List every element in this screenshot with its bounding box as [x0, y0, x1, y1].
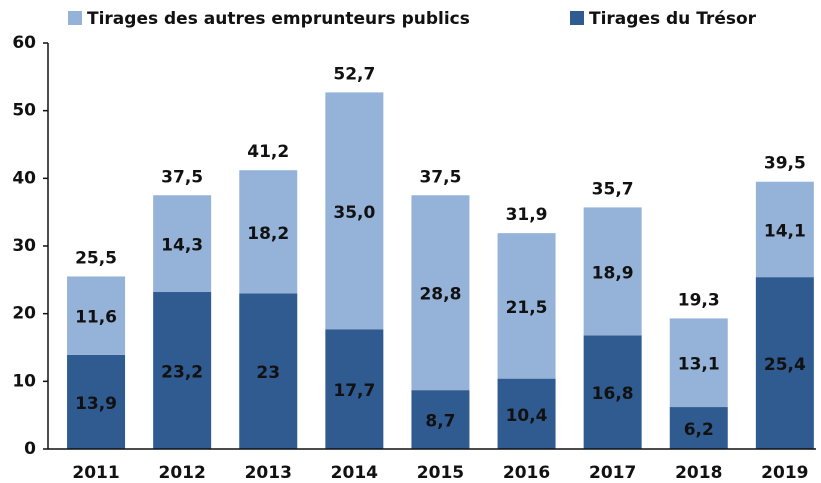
y-tick-label: 60 [12, 33, 36, 53]
total-label: 52,7 [333, 64, 375, 84]
total-label: 41,2 [247, 142, 289, 162]
x-tick-label: 2015 [417, 463, 464, 483]
y-tick-label: 30 [12, 236, 36, 256]
value-label: 21,5 [506, 298, 548, 318]
value-label: 8,7 [425, 412, 455, 432]
y-tick-label: 20 [12, 304, 36, 324]
value-label: 10,4 [506, 406, 548, 426]
value-label: 18,2 [247, 224, 289, 244]
x-tick-label: 2018 [675, 463, 722, 483]
total-label: 25,5 [75, 248, 117, 268]
legend-label: Tirages du Trésor [589, 9, 757, 29]
bar-segment [755, 277, 814, 449]
total-label: 35,7 [592, 179, 634, 199]
total-label: 37,5 [161, 167, 203, 187]
bar-segment [325, 329, 384, 449]
bar-segment [497, 233, 556, 379]
bar-segment [583, 207, 642, 336]
y-tick-label: 50 [12, 101, 36, 121]
value-label: 23 [256, 363, 280, 383]
y-tick-label: 0 [24, 439, 36, 459]
x-tick-label: 2019 [761, 463, 808, 483]
value-label: 13,9 [75, 394, 117, 414]
y-tick-label: 40 [12, 168, 36, 188]
x-tick-label: 2011 [72, 463, 119, 483]
value-label: 28,8 [419, 285, 461, 305]
value-label: 18,9 [592, 263, 634, 283]
bar-segment [153, 292, 212, 449]
bar-segment [153, 195, 212, 293]
bar-segment [669, 407, 728, 449]
value-label: 11,6 [75, 308, 117, 328]
x-tick-label: 2017 [589, 463, 636, 483]
value-label: 16,8 [592, 384, 634, 404]
value-label: 25,4 [764, 355, 806, 375]
y-tick-label: 10 [12, 371, 36, 391]
bar-segment [239, 293, 298, 449]
total-label: 31,9 [506, 205, 548, 225]
x-tick-label: 2016 [503, 463, 550, 483]
x-tick-label: 2013 [245, 463, 292, 483]
bar-segment [411, 195, 470, 391]
value-label: 6,2 [684, 420, 714, 440]
bar-segment [239, 170, 298, 294]
total-label: 19,3 [678, 290, 720, 310]
value-label: 35,0 [333, 203, 375, 223]
total-label: 39,5 [764, 154, 806, 174]
bar-segment [67, 276, 126, 355]
x-tick-label: 2014 [331, 463, 378, 483]
bar-segment [755, 181, 814, 278]
bar-segment [583, 335, 642, 449]
value-label: 13,1 [678, 355, 720, 375]
bar-segment [497, 378, 556, 449]
value-label: 14,1 [764, 221, 806, 241]
x-tick-label: 2012 [158, 463, 205, 483]
legend-swatch [570, 11, 584, 25]
value-label: 23,2 [161, 363, 203, 383]
total-label: 37,5 [419, 167, 461, 187]
value-label: 14,3 [161, 236, 203, 256]
bar-segment [325, 92, 384, 330]
legend-label: Tirages des autres emprunteurs publics [87, 9, 470, 29]
bar-segment [411, 390, 470, 449]
bar-segment [67, 354, 126, 449]
bar-segment [669, 318, 728, 408]
value-label: 17,7 [333, 381, 375, 401]
legend-swatch [68, 11, 82, 25]
